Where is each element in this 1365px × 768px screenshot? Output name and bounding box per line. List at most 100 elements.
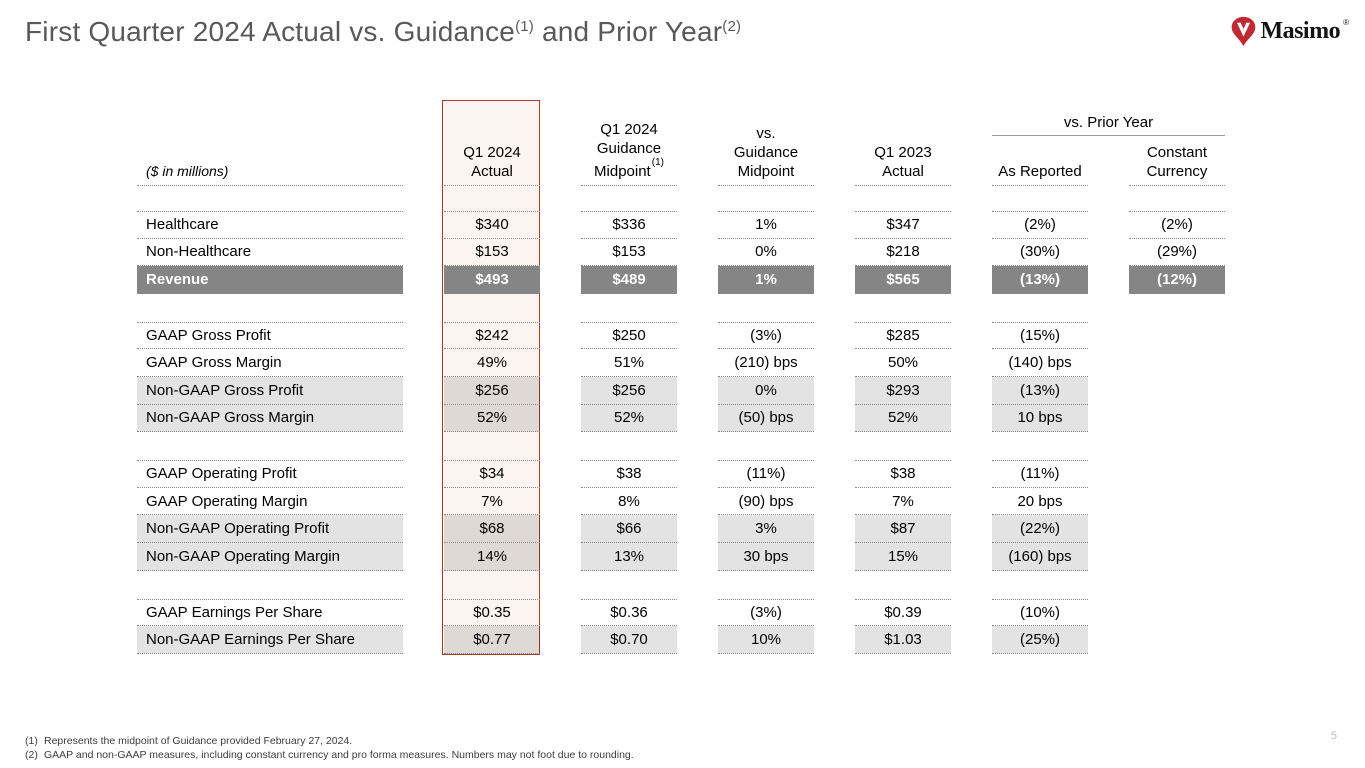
cell-q1-2023-actual: $293 [855,376,951,405]
cell-constant-currency [1129,377,1225,405]
row-label: Non-GAAP Gross Profit [137,376,403,405]
table-row-gaap-operating-margin: GAAP Operating Margin 7% 8% (90) bps 7% … [137,488,1225,516]
page-number: 5 [1330,730,1337,742]
col-header-q1-2024-actual: Q1 2024 Actual [444,100,540,186]
table-row-non-gaap-gross-margin: Non-GAAP Gross Margin 52% 52% (50) bps 5… [137,404,1225,433]
footnote-marker: (2) [25,749,38,761]
table-row-non-healthcare: Non-Healthcare $153 $153 0% $218 (30%) (… [137,239,1225,267]
table-row-non-gaap-operating-margin: Non-GAAP Operating Margin 14% 13% 30 bps… [137,542,1225,571]
cell-guidance-midpoint: 8% [581,488,677,516]
footnote-marker: (1) [25,735,38,747]
header-line: Midpoint(1) [594,157,664,181]
cell-constant-currency [1129,488,1225,516]
cell-vs-guidance-midpoint: (11%) [718,460,814,488]
row-label: GAAP Earnings Per Share [137,598,403,627]
header-line: Q1 2024 [600,121,658,138]
row-label: Healthcare [137,211,403,239]
header-line: Actual [471,163,513,180]
table-row-revenue: Revenue $493 $489 1% $565 (13%) (12%) [137,266,1225,294]
cell-guidance-midpoint: $336 [581,211,677,239]
cell-guidance-midpoint: $250 [581,321,677,350]
header-line: Constant [1146,144,1208,161]
cell-as-reported: (13%) [992,266,1088,294]
table-header: vs. Prior Year ($ in millions) Q1 2024 A… [137,100,1225,186]
cell-guidance-midpoint: $489 [581,266,677,294]
masimo-logo-icon [1232,16,1256,47]
row-label: Non-GAAP Operating Margin [137,542,403,571]
cell-as-reported: 20 bps [992,488,1088,516]
row-label: Non-GAAP Operating Profit [137,515,403,543]
footnotes: (1) Represents the midpoint of Guidance … [25,734,634,762]
cell-constant-currency [1129,349,1225,377]
registered-trademark-icon: ® [1343,18,1349,27]
cell-as-reported: 10 bps [992,404,1088,433]
cell-as-reported: (160) bps [992,542,1088,571]
header-line: As Reported [998,163,1082,180]
cell-q1-2023-actual: $0.39 [855,598,951,627]
table-row-healthcare: Healthcare $340 $336 1% $347 (2%) (2%) [137,211,1225,239]
row-label: GAAP Operating Margin [137,488,403,516]
title-footnote-ref-2: (2) [722,18,742,35]
cell-q1-2023-actual: 50% [855,349,951,377]
table-row-non-gaap-eps: Non-GAAP Earnings Per Share $0.77 $0.70 … [137,626,1225,654]
section-gap [137,432,1225,460]
cell-guidance-midpoint: 13% [581,542,677,571]
cell-constant-currency: (12%) [1129,266,1225,294]
cell-q1-2024-actual: $68 [444,515,540,543]
cell-q1-2023-actual: $285 [855,321,951,350]
cell-as-reported: (25%) [992,626,1088,654]
cell-q1-2024-actual: 52% [444,404,540,433]
row-label: GAAP Operating Profit [137,460,403,488]
col-header-vs-guidance-midpoint: vs. Guidance Midpoint [718,100,814,186]
cell-q1-2023-actual: $347 [855,211,951,239]
cell-vs-guidance-midpoint: 0% [718,239,814,267]
cell-vs-guidance-midpoint: (3%) [718,321,814,350]
operating-profit-section: GAAP Operating Profit $34 $38 (11%) $38 … [137,460,1225,571]
row-label: GAAP Gross Margin [137,349,403,377]
cell-q1-2023-actual: $1.03 [855,626,951,654]
footnote-1: (1) Represents the midpoint of Guidance … [25,734,634,748]
cell-constant-currency: (2%) [1129,211,1225,239]
cell-vs-guidance-midpoint: (90) bps [718,488,814,516]
cell-as-reported: (10%) [992,598,1088,627]
cell-as-reported: (22%) [992,515,1088,543]
cell-q1-2023-actual: 15% [855,542,951,571]
eps-section: GAAP Earnings Per Share $0.35 $0.36 (3%)… [137,598,1225,654]
header-line: Guidance [596,140,662,157]
footnote-text: GAAP and non-GAAP measures, including co… [44,749,634,761]
section-gap [137,294,1225,322]
title-text-1: First Quarter 2024 Actual vs. Guidance [25,16,516,47]
gross-profit-section: GAAP Gross Profit $242 $250 (3%) $285 (1… [137,321,1225,433]
cell-q1-2023-actual: $565 [855,266,951,294]
row-label: Non-GAAP Gross Margin [137,404,403,433]
revenue-section: Healthcare $340 $336 1% $347 (2%) (2%) N… [137,211,1225,294]
units-label: ($ in millions) [146,163,229,179]
cell-q1-2023-actual: $218 [855,239,951,267]
cell-guidance-midpoint: $256 [581,376,677,405]
header-footnote-ref-1: (1) [651,157,664,168]
cell-vs-guidance-midpoint: 1% [718,211,814,239]
header-line: Midpoint [737,163,795,180]
cell-vs-guidance-midpoint: (50) bps [718,404,814,433]
cell-as-reported: (15%) [992,321,1088,350]
table-row-gaap-gross-margin: GAAP Gross Margin 49% 51% (210) bps 50% … [137,349,1225,377]
cell-constant-currency: (29%) [1129,239,1225,267]
vs-prior-year-group-header: vs. Prior Year [992,114,1225,136]
row-label: Non-Healthcare [137,239,403,267]
cell-q1-2024-actual: $34 [444,460,540,488]
cell-as-reported: (140) bps [992,349,1088,377]
cell-guidance-midpoint: 52% [581,404,677,433]
q1-2024-actual-highlight-box [442,100,540,655]
header-line-text: Midpoint [594,163,651,180]
header-line: Actual [882,163,924,180]
header-line: Currency [1146,163,1208,180]
cell-q1-2024-actual: $493 [444,266,540,294]
col-header-constant-currency: Constant Currency [1129,100,1225,186]
cell-q1-2024-actual: 7% [444,488,540,516]
section-gap [137,186,1225,211]
masimo-logo: Masimo ® [1230,15,1349,48]
cell-guidance-midpoint: $153 [581,239,677,267]
slide-title: First Quarter 2024 Actual vs. Guidance(1… [25,16,741,48]
cell-guidance-midpoint: $66 [581,515,677,543]
cell-guidance-midpoint: $0.36 [581,598,677,627]
